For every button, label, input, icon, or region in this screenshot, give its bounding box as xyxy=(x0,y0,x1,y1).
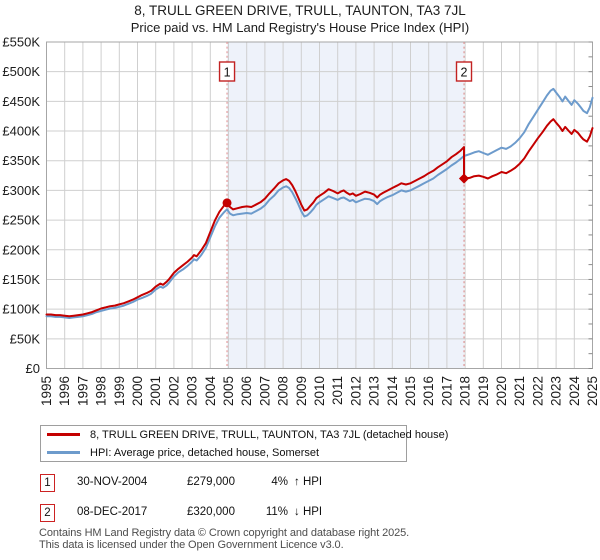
x-axis-label: 2002 xyxy=(166,376,181,406)
x-axis-label: 1999 xyxy=(112,376,127,406)
sale-2-date: 08-DEC-2017 xyxy=(77,506,148,518)
x-axis-label: 2010 xyxy=(312,376,327,406)
chart-legend: 8, TRULL GREEN DRIVE, TRULL, TAUNTON, TA… xyxy=(40,425,448,462)
y-axis-label: £300K xyxy=(2,183,40,198)
sale-marker-1 xyxy=(222,198,232,208)
legend-item-property: 8, TRULL GREEN DRIVE, TRULL, TAUNTON, TA… xyxy=(41,427,448,442)
y-axis-label: £200K xyxy=(2,242,40,257)
svg-text:1: 1 xyxy=(224,66,231,80)
sale-1-badge: 1 xyxy=(40,474,55,492)
y-axis-label: £500K xyxy=(2,64,40,79)
sale-2-badge: 2 xyxy=(40,504,55,522)
hpi-line-swatch xyxy=(47,451,80,454)
x-axis-label: 2013 xyxy=(367,376,382,406)
x-axis-label: 2001 xyxy=(148,376,163,406)
license-footer: Contains HM Land Registry data © Crown c… xyxy=(39,527,599,551)
x-axis-label: 2023 xyxy=(549,376,564,406)
legend-label-hpi: HPI: Average price, detached house, Some… xyxy=(90,446,320,459)
y-axis-label: £0 xyxy=(26,361,40,376)
series-line-property xyxy=(45,118,594,318)
x-axis-label: 2018 xyxy=(458,376,473,406)
sale-1-hpi-direction: ↑ HPI xyxy=(294,476,323,488)
y-axis-label: £400K xyxy=(2,124,40,139)
sale-label-box-1 xyxy=(218,61,236,82)
y-axis-label: £450K xyxy=(2,94,40,109)
x-axis-label: 2014 xyxy=(385,376,400,407)
sale-1-date: 30-NOV-2004 xyxy=(77,476,148,488)
x-axis-label: 2015 xyxy=(403,376,418,406)
x-axis-label: 2007 xyxy=(257,376,272,406)
sale-marker-2 xyxy=(458,173,470,184)
x-axis-label: 1998 xyxy=(94,376,109,406)
y-axis-label: £100K xyxy=(2,302,40,317)
x-axis-label: 2025 xyxy=(585,376,600,406)
x-axis-label: 2003 xyxy=(185,376,200,406)
x-axis-label: 2022 xyxy=(530,376,545,406)
legend-item-hpi: HPI: Average price, detached house, Some… xyxy=(41,445,406,460)
y-axis-label: £250K xyxy=(2,213,40,228)
page-title: 8, TRULL GREEN DRIVE, TRULL, TAUNTON, TA… xyxy=(134,3,466,18)
x-axis-label: 2006 xyxy=(239,376,254,406)
sale-annotation-row: 2 08-DEC-2017 £320,000 11% ↓ HPI xyxy=(0,504,600,522)
x-axis-label: 2004 xyxy=(203,376,218,407)
x-axis-label: 2016 xyxy=(421,376,436,406)
sale-2-hpi-pct: 11% xyxy=(265,506,288,518)
series-line-hpi xyxy=(45,87,594,319)
x-axis-label: 2024 xyxy=(567,376,582,407)
y-axis-label: £350K xyxy=(2,153,40,168)
x-axis-label: 1995 xyxy=(39,376,54,406)
x-axis-label: 2009 xyxy=(294,376,309,406)
x-axis-label: 2012 xyxy=(348,376,363,406)
chart-svg: 1 2 £0 £50K £100K £150K £200K £250K £300K £350K £4… xyxy=(2,35,600,407)
y-axis-label: £50K xyxy=(10,331,41,346)
x-axis-label: 2019 xyxy=(476,376,491,406)
x-axis-label: 1997 xyxy=(75,376,90,406)
ownership-period-band xyxy=(227,42,465,369)
x-axis-label: 1996 xyxy=(57,376,72,406)
x-axis-label: 2017 xyxy=(439,376,454,406)
y-axis-label: £150K xyxy=(2,272,40,287)
page-subtitle: Price paid vs. HM Land Registry's House … xyxy=(130,20,470,35)
x-axis-label: 2008 xyxy=(276,376,291,406)
legend-label-property: 8, TRULL GREEN DRIVE, TRULL, TAUNTON, TA… xyxy=(90,428,449,441)
x-axis-label: 2020 xyxy=(494,376,509,406)
x-axis-label: 2005 xyxy=(221,376,236,406)
x-axis-label: 2021 xyxy=(512,376,527,406)
footer-line-2: This data is licensed under the Open Gov… xyxy=(39,538,344,551)
svg-text:2: 2 xyxy=(461,66,468,80)
sale-1-hpi-pct: 4% xyxy=(271,476,288,488)
y-axis-label: £550K xyxy=(2,35,40,50)
footer-line-1: Contains HM Land Registry data © Crown c… xyxy=(39,527,410,539)
property-line-swatch xyxy=(47,433,80,436)
x-axis-label: 2011 xyxy=(330,376,345,405)
x-axis-label: 2000 xyxy=(130,376,145,406)
sale-label-box-2 xyxy=(455,61,473,82)
sale-1-price: £279,000 xyxy=(187,476,235,488)
sale-2-price: £320,000 xyxy=(187,506,235,518)
sale-2-hpi-direction: ↓ HPI xyxy=(294,506,323,518)
price-history-chart: 1 2 £0 £50K £100K £150K £200K £250K £300K £350K £4… xyxy=(2,35,600,407)
sale-annotation-row: 1 30-NOV-2004 £279,000 4% ↑ HPI xyxy=(0,474,600,492)
